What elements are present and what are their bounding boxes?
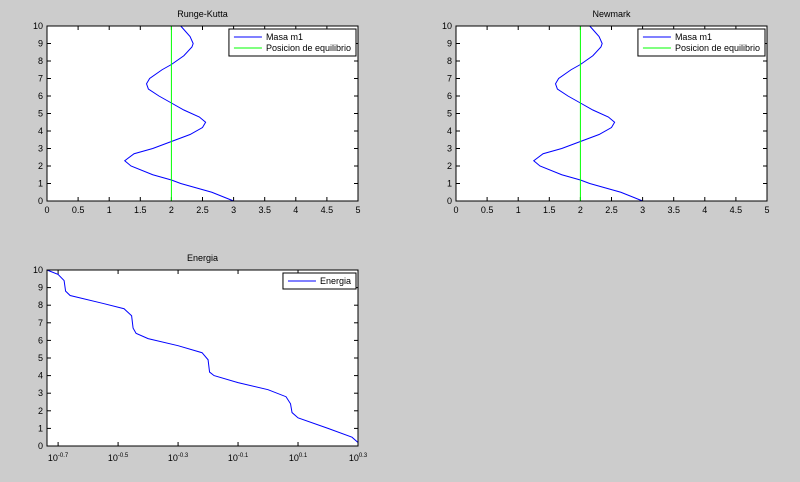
x-tick-label: 3	[640, 205, 645, 215]
y-tick-label: 1	[38, 179, 43, 189]
x-tick-label: 10-0.3	[168, 453, 189, 463]
x-tick-label: 3.5	[258, 205, 271, 215]
x-tick-label: 4.5	[730, 205, 743, 215]
legend-box	[637, 28, 766, 57]
x-tick-label: 100.3	[349, 453, 368, 463]
y-tick-label: 8	[38, 56, 43, 66]
axes-box	[46, 269, 359, 447]
y-tick-label: 3	[38, 388, 43, 398]
y-tick-label: 8	[447, 56, 452, 66]
y-tick-label: 2	[447, 161, 452, 171]
data-line	[532, 25, 643, 202]
plot-area	[47, 270, 358, 446]
x-tick-label: 2	[578, 205, 583, 215]
x-tick-base: 10	[349, 453, 359, 463]
y-tick-label: 0	[38, 196, 43, 206]
y-tick-label: 9	[38, 39, 43, 49]
x-tick-label: 1.5	[134, 205, 147, 215]
x-tick-exponent: -0.7	[58, 453, 69, 459]
y-tick-label: 6	[38, 91, 43, 101]
y-tick-label: 2	[38, 161, 43, 171]
chart-title: Runge-Kutta	[177, 9, 228, 19]
x-tick-base: 10	[48, 453, 58, 463]
y-tick-label: 0	[447, 196, 452, 206]
y-tick-label: 3	[447, 144, 452, 154]
x-tick-label: 0	[44, 205, 49, 215]
x-tick-base: 10	[168, 453, 178, 463]
x-tick-label: 1	[516, 205, 521, 215]
axes-box	[455, 25, 768, 202]
y-tick-label: 1	[447, 179, 452, 189]
y-tick-label: 5	[447, 109, 452, 119]
x-tick-label: 2	[169, 205, 174, 215]
x-tick-exponent: 0.3	[359, 453, 368, 459]
legend-label: Energia	[320, 276, 351, 286]
x-tick-label: 10-0.1	[228, 453, 249, 463]
y-tick-label: 4	[38, 126, 43, 136]
y-tick-label: 7	[447, 74, 452, 84]
data-line	[46, 269, 359, 443]
x-tick-label: 1	[107, 205, 112, 215]
y-tick-label: 10	[33, 21, 43, 31]
x-tick-label: 5	[764, 205, 769, 215]
x-tick-exponent: -0.3	[178, 453, 189, 459]
y-tick-label: 8	[38, 300, 43, 310]
legend-label: Posicion de equilibrio	[266, 43, 351, 53]
axes-box	[46, 25, 359, 202]
x-tick-label: 2.5	[196, 205, 209, 215]
x-tick-label: 2.5	[605, 205, 618, 215]
x-tick-base: 10	[108, 453, 118, 463]
x-tick-label: 0	[453, 205, 458, 215]
x-tick-label: 4	[293, 205, 298, 215]
legend-label: Masa m1	[675, 32, 712, 42]
x-tick-exponent: 0.1	[299, 453, 308, 459]
chart-title: Newmark	[592, 9, 631, 19]
y-tick-label: 2	[38, 406, 43, 416]
y-tick-label: 7	[38, 318, 43, 328]
legend-box	[282, 272, 357, 290]
y-tick-label: 6	[447, 91, 452, 101]
y-tick-label: 4	[447, 126, 452, 136]
legend-label: Masa m1	[266, 32, 303, 42]
x-tick-label: 10-0.5	[108, 453, 129, 463]
y-tick-label: 10	[33, 265, 43, 275]
x-tick-exponent: -0.5	[118, 453, 129, 459]
x-tick-exponent: -0.1	[238, 453, 249, 459]
x-tick-label: 0.5	[481, 205, 494, 215]
y-tick-label: 6	[38, 335, 43, 345]
y-tick-label: 9	[447, 39, 452, 49]
x-tick-label: 10-0.7	[48, 453, 69, 463]
y-tick-label: 4	[38, 371, 43, 381]
y-tick-label: 0	[38, 441, 43, 451]
x-tick-label: 4	[702, 205, 707, 215]
x-tick-label: 5	[355, 205, 360, 215]
x-tick-base: 10	[289, 453, 299, 463]
chart-title: Energia	[187, 253, 218, 263]
x-tick-label: 1.5	[543, 205, 556, 215]
x-tick-label: 4.5	[321, 205, 334, 215]
y-tick-label: 5	[38, 353, 43, 363]
y-tick-label: 10	[442, 21, 452, 31]
y-tick-label: 5	[38, 109, 43, 119]
legend-label: Posicion de equilibrio	[675, 43, 760, 53]
data-line	[123, 25, 234, 202]
x-tick-label: 3	[231, 205, 236, 215]
y-tick-label: 3	[38, 144, 43, 154]
y-tick-label: 1	[38, 423, 43, 433]
x-tick-label: 100.1	[289, 453, 308, 463]
x-tick-label: 0.5	[72, 205, 85, 215]
legend: Energia	[282, 272, 357, 290]
x-tick-base: 10	[228, 453, 238, 463]
y-tick-label: 7	[38, 74, 43, 84]
legend-box	[228, 28, 357, 57]
y-tick-label: 9	[38, 283, 43, 293]
x-tick-label: 3.5	[667, 205, 680, 215]
